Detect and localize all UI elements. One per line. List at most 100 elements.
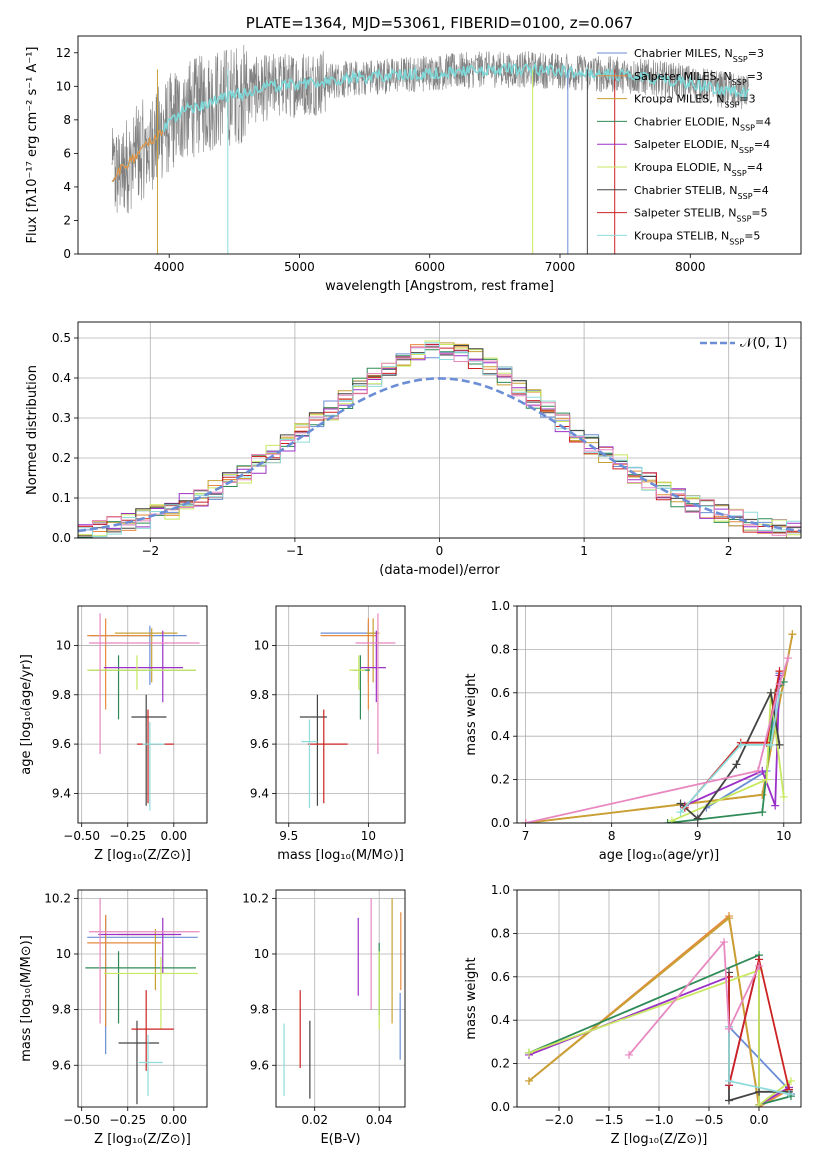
legend-entry-7: Salpeter STELIB, NSSP=5 xyxy=(634,207,768,224)
massweight-vs-Z-series-2-marker-1 xyxy=(725,914,733,923)
legend-sub-6: SSP xyxy=(738,191,753,200)
mass-vs-ebv-xlabel: E(B-V) xyxy=(320,1132,360,1147)
residuals-plot-area xyxy=(78,340,801,538)
legend-sub-8: SSP xyxy=(729,237,744,246)
massweight-vs-age-series-6-marker-4 xyxy=(775,740,784,749)
massweight-vs-Z-ytick-label-1: 0.2 xyxy=(491,1057,510,1071)
massweight-vs-age-ytick-label-0: 0.0 xyxy=(491,816,510,830)
massweight-vs-age-series-3-marker-1 xyxy=(758,808,767,817)
age-vs-Z-plot-area xyxy=(87,613,200,811)
spectrum-model-line-blue-end xyxy=(111,129,164,182)
massweight-vs-Z-ytick-label-3: 0.6 xyxy=(491,970,510,984)
mass-vs-ebv-xtick-label-1: 0.04 xyxy=(366,1113,393,1127)
spectrum-ylabel: Flux [fλ10⁻¹⁷ erg cm⁻² s⁻¹ A⁻¹] xyxy=(25,47,40,244)
mass-vs-ebv-panel: 0.02 0.04 9.6 9.8 10 10.2 E(B-V) xyxy=(242,889,406,1147)
massweight-vs-Z-frame xyxy=(516,889,802,1108)
massweight-vs-age-series-9 xyxy=(525,657,789,823)
massweight-vs-Z-series-3 xyxy=(528,953,792,1106)
age-vs-mass-ytick-label-3: 10 xyxy=(254,638,269,652)
residuals-ytick-label-0: 0.0 xyxy=(52,531,71,545)
massweight-vs-age-series-9-marker-1 xyxy=(753,766,762,775)
residuals-xtick-label-2: 0 xyxy=(436,544,444,558)
mass-vs-ebv-ytick-label-3: 10.2 xyxy=(242,891,269,905)
mass-vs-Z-frame xyxy=(77,889,208,1108)
age-vs-Z-ytick-label-1: 9.6 xyxy=(52,737,71,751)
massweight-vs-Z-ytick-label-5: 1.0 xyxy=(491,883,510,897)
legend-tail-7: =5 xyxy=(751,207,767,220)
mass-vs-ebv-ytick-label-1: 9.8 xyxy=(250,1003,269,1017)
spectrum-xtick-label-3: 7000 xyxy=(545,260,576,274)
spectrum-frame xyxy=(77,35,802,255)
massweight-vs-age-series-9-marker-3 xyxy=(784,654,793,663)
mass-vs-Z-ytick-label-0: 9.6 xyxy=(52,1058,71,1072)
spectrum-ytick-label-0: 0 xyxy=(63,247,71,261)
massweight-vs-Z-plot-area xyxy=(525,912,795,1107)
massweight-vs-age-series-8 xyxy=(679,692,781,813)
legend-entry-3: Chabrier ELODIE, NSSP=4 xyxy=(634,115,771,131)
legend-label-5: Kroupa ELODIE, N xyxy=(634,161,732,174)
massweight-vs-Z-series-9-marker-2 xyxy=(725,1024,733,1033)
age-vs-mass-ytick-label-1: 9.6 xyxy=(250,737,269,751)
age-vs-mass-xtick-label-0: 9.5 xyxy=(279,829,298,843)
legend-label-0: Chabrier MILES, N xyxy=(634,47,733,60)
legend-tail-8: =5 xyxy=(744,229,760,242)
legend-label-8: Kroupa STELIB, N xyxy=(634,229,729,242)
massweight-vs-Z-series-8-marker-2 xyxy=(785,1089,793,1098)
massweight-vs-Z-series-9 xyxy=(628,939,760,1056)
mass-vs-Z-ytick-label-2: 10 xyxy=(56,947,71,961)
massweight-vs-age-series-7-marker-3 xyxy=(775,667,784,676)
legend-label-3: Chabrier ELODIE, N xyxy=(634,115,740,128)
age-vs-Z-ytick-label-0: 9.4 xyxy=(52,786,71,800)
massweight-vs-age-series-2-marker-2 xyxy=(788,630,797,639)
age-vs-mass-ytick-label-0: 9.4 xyxy=(250,786,269,800)
mass-vs-Z-xtick-label-0: −0.50 xyxy=(63,1113,100,1127)
legend-entry-0: Chabrier MILES, NSSP=3 xyxy=(634,47,764,64)
age-vs-Z-xtick-label-1: −0.25 xyxy=(109,829,146,843)
mass-vs-Z-xtick-label-2: 0.00 xyxy=(160,1113,187,1127)
spectrum-xtick-label-1: 5000 xyxy=(284,260,315,274)
normal-curve xyxy=(78,377,801,533)
massweight-vs-Z-series-6-marker-2 xyxy=(755,1087,763,1096)
legend-label-6: Chabrier STELIB, N xyxy=(634,184,738,197)
spectrum-model-line xyxy=(111,61,750,183)
residuals-ytick-label-1: 0.1 xyxy=(52,491,71,505)
spectrum-title: PLATE=1364, MJD=53061, FIBERID=0100, z=0… xyxy=(246,14,633,32)
massweight-vs-age-series-6-marker-1 xyxy=(693,814,702,823)
age-vs-Z-xlabel: Z [log₁₀(Z/Z⊙)] xyxy=(94,848,191,863)
age-vs-Z-ytick-label-2: 9.8 xyxy=(52,688,71,702)
spectrum-plot-area xyxy=(111,44,750,254)
mass-vs-ebv-ytick-label-0: 9.6 xyxy=(250,1058,269,1072)
massweight-vs-Z-series-5-marker-2 xyxy=(755,1100,763,1107)
massweight-vs-age-series-8-marker-1 xyxy=(736,740,745,749)
spectrum-ytick-label-2: 4 xyxy=(63,180,71,194)
spectrum-ytick-label-3: 6 xyxy=(63,146,71,160)
spectrum-ytick-label-5: 10 xyxy=(56,79,71,93)
mass-vs-Z-ytick-label-3: 10.2 xyxy=(44,891,71,905)
legend-tail-6: =4 xyxy=(753,184,769,197)
age-vs-Z-ylabel: age [log₁₀(age/yr)] xyxy=(19,654,34,775)
massweight-vs-age-series-6-marker-3 xyxy=(766,688,775,697)
mass-vs-Z-ylabel: mass [log₁₀(M/M⊙)] xyxy=(19,935,34,1062)
massweight-vs-age-ytick-label-2: 0.4 xyxy=(491,729,510,743)
spectrum-xtick-label-2: 6000 xyxy=(414,260,445,274)
legend-sub-5: SSP xyxy=(732,169,747,178)
legend-entry-4: Salpeter ELODIE, NSSP=4 xyxy=(634,138,770,155)
legend-entry-1: Salpeter MILES, NSSP=3 xyxy=(634,70,763,87)
massweight-vs-Z-series-9-marker-0 xyxy=(625,1050,633,1059)
normal-legend-label: 𝒩(0, 1) xyxy=(740,336,787,351)
massweight-vs-age-series-8-marker-0 xyxy=(676,808,685,817)
massweight-vs-age-xtick-label-3: 10 xyxy=(776,829,791,843)
massweight-vs-Z-series-8-marker-1 xyxy=(725,1076,733,1085)
massweight-vs-age-series-5-marker-1 xyxy=(762,775,771,784)
massweight-vs-age-series-9-marker-2 xyxy=(775,680,784,689)
massweight-vs-age-plot-area xyxy=(521,630,797,823)
mass-vs-Z-xtick-label-1: −0.25 xyxy=(109,1113,146,1127)
massweight-vs-Z-series-9-marker-3 xyxy=(755,961,763,970)
mass-vs-Z-ytick-label-1: 9.8 xyxy=(52,1003,71,1017)
massweight-vs-age-ytick-label-5: 1.0 xyxy=(491,599,510,613)
massweight-vs-Z-series-5-marker-3 xyxy=(787,1076,795,1085)
residuals-ytick-label-4: 0.4 xyxy=(52,371,71,385)
massweight-vs-age-series-2 xyxy=(525,634,794,823)
legend-sub-1: SSP xyxy=(732,77,747,86)
